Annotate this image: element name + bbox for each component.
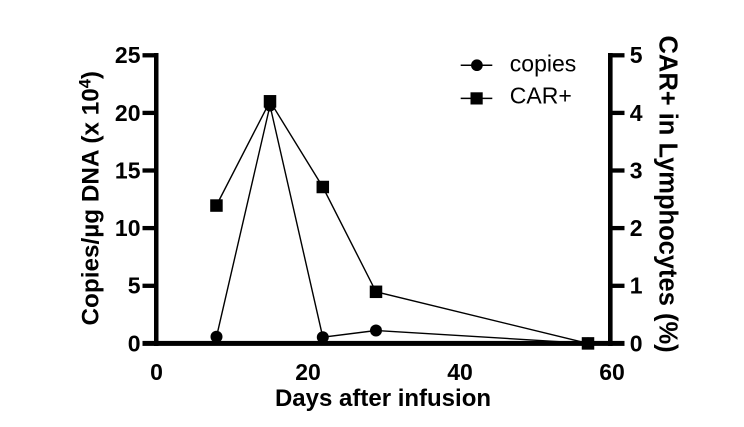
svg-text:5: 5 bbox=[630, 42, 643, 68]
svg-text:20: 20 bbox=[115, 100, 141, 126]
svg-text:40: 40 bbox=[447, 359, 473, 385]
svg-text:Copies/µg DNA (x 104): Copies/µg DNA (x 104) bbox=[77, 71, 105, 326]
svg-text:25: 25 bbox=[115, 42, 141, 68]
svg-text:CAR+ in Lymphocytes (%): CAR+ in Lymphocytes (%) bbox=[654, 36, 682, 353]
svg-text:2: 2 bbox=[630, 215, 643, 241]
svg-text:1: 1 bbox=[630, 273, 643, 299]
svg-text:copies: copies bbox=[510, 51, 576, 77]
svg-text:CAR+: CAR+ bbox=[510, 83, 572, 109]
svg-text:60: 60 bbox=[599, 359, 625, 385]
svg-text:10: 10 bbox=[115, 215, 141, 241]
svg-text:3: 3 bbox=[630, 157, 643, 183]
svg-text:20: 20 bbox=[295, 359, 321, 385]
svg-text:5: 5 bbox=[128, 273, 141, 299]
svg-text:0: 0 bbox=[128, 330, 141, 356]
svg-text:4: 4 bbox=[630, 100, 643, 126]
svg-text:Days after infusion: Days after infusion bbox=[275, 385, 491, 412]
svg-text:0: 0 bbox=[150, 359, 163, 385]
svg-text:0: 0 bbox=[630, 330, 643, 356]
svg-text:15: 15 bbox=[115, 157, 141, 183]
